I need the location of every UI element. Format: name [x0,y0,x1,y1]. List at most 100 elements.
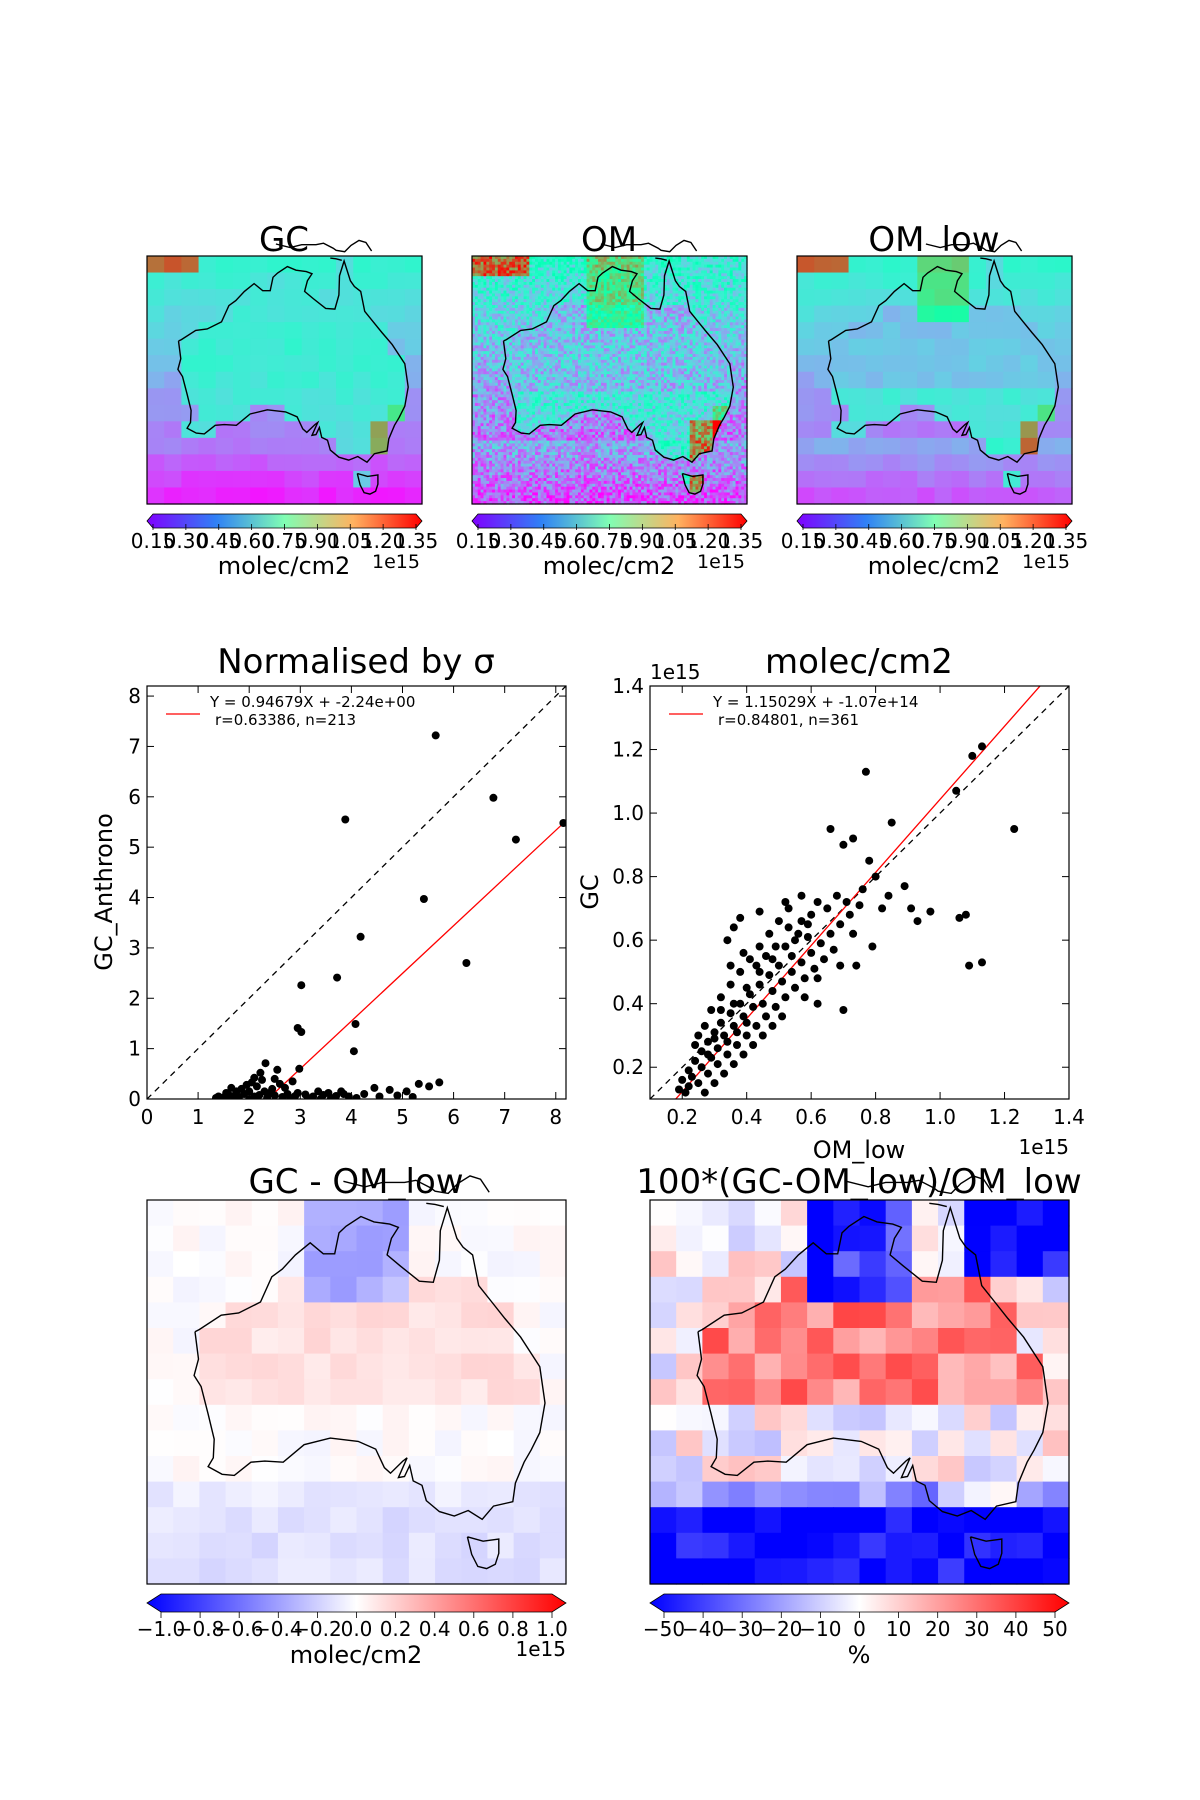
heatmap-cell [555,388,559,393]
heatmap-cell [620,371,625,375]
heatmap-cell [609,394,613,398]
heatmap-cell [675,391,679,396]
heatmap-cell [474,276,479,280]
heatmap-cell [623,281,628,286]
heatmap-cell [500,356,505,361]
heatmap-cell [655,345,659,349]
heatmap-cell [744,371,748,375]
heatmap-cell [215,470,234,489]
heatmap-cell [537,256,542,260]
heatmap-cell [517,279,522,283]
heatmap-cell [506,276,510,280]
heatmap-cell [635,276,639,280]
heatmap-cell [704,368,708,372]
heatmap-cell [712,313,717,318]
heatmap-cell [689,290,694,295]
heatmap-cell [472,380,476,384]
heatmap-cell [546,391,550,396]
heatmap-cell [555,377,559,381]
heatmap-cell [486,388,490,393]
heatmap-cell [692,258,697,263]
heatmap-cell [583,273,588,277]
heatmap-cell [503,345,507,349]
heatmap-cell [589,279,593,283]
heatmap-cell [483,270,487,274]
heatmap-cell [517,256,522,260]
heatmap-cell [472,264,476,269]
heatmap-cell [620,258,625,263]
heatmap-cell [506,322,510,326]
heatmap-cell [589,342,593,346]
heatmap-cell [698,339,702,344]
heatmap-cell [666,342,671,346]
heatmap-cell [546,330,550,335]
heatmap-cell [552,362,556,367]
heatmap-cell [486,391,490,396]
heatmap-cell [698,365,702,370]
heatmap-cell [387,371,406,389]
heatmap-cell [663,356,668,361]
heatmap-cell [595,293,599,297]
heatmap-cell [686,256,691,260]
heatmap-cell [486,305,490,309]
heatmap-cell [675,365,679,370]
heatmap-cell [692,345,697,349]
heatmap-cell [480,310,485,315]
heatmap-cell [721,264,725,269]
heatmap-cell [552,325,556,329]
heatmap-cell [583,385,588,390]
heatmap-cell [535,397,539,401]
heatmap-cell [689,391,694,396]
heatmap-cell [724,365,728,370]
heatmap-cell [532,325,536,329]
heatmap-cell [500,380,505,384]
heatmap-cell [729,362,734,367]
heatmap-cell [494,356,499,361]
heatmap-cell [712,362,717,367]
heatmap-cell [583,276,588,280]
heatmap-cell [738,356,742,361]
heatmap-cell [520,339,525,344]
heatmap-cell [483,279,487,283]
heatmap-cell [735,385,739,390]
heatmap-cell [683,305,688,309]
heatmap-cell [721,377,725,381]
heatmap-cell [741,270,745,274]
heatmap-cell [603,356,608,361]
heatmap-cell [724,293,728,297]
heatmap-cell [577,365,582,370]
heatmap-cell [572,339,576,344]
heatmap-cell [497,336,502,341]
heatmap-cell [744,305,748,309]
heatmap-cell [569,380,573,384]
heatmap-cell [540,264,545,269]
heatmap-cell [612,394,616,398]
heatmap-cell [489,299,493,303]
heatmap-cell [709,310,714,315]
heatmap-cell [726,374,731,378]
heatmap-cell [557,316,562,321]
heatmap-cell [477,342,482,346]
heatmap-cell [606,305,611,309]
heatmap-cell [669,302,674,306]
heatmap-cell [575,279,579,283]
heatmap-cell [683,270,688,274]
heatmap-cell [537,296,542,300]
heatmap-cell [555,345,559,349]
heatmap-cell [560,322,565,326]
heatmap-cell [729,342,734,346]
heatmap-cell [181,355,200,373]
heatmap-cell [643,351,648,355]
heatmap-cell [506,374,510,378]
heatmap-cell [635,374,639,378]
heatmap-cell [649,258,654,263]
heatmap-cell [512,368,516,372]
heatmap-cell [655,330,659,335]
heatmap-cell [494,264,499,269]
heatmap-cell [643,296,648,300]
heatmap-cell [712,296,717,300]
heatmap-cell [560,290,565,295]
heatmap-cell [612,371,616,375]
heatmap-cell [704,307,708,312]
heatmap-cell [555,333,559,338]
